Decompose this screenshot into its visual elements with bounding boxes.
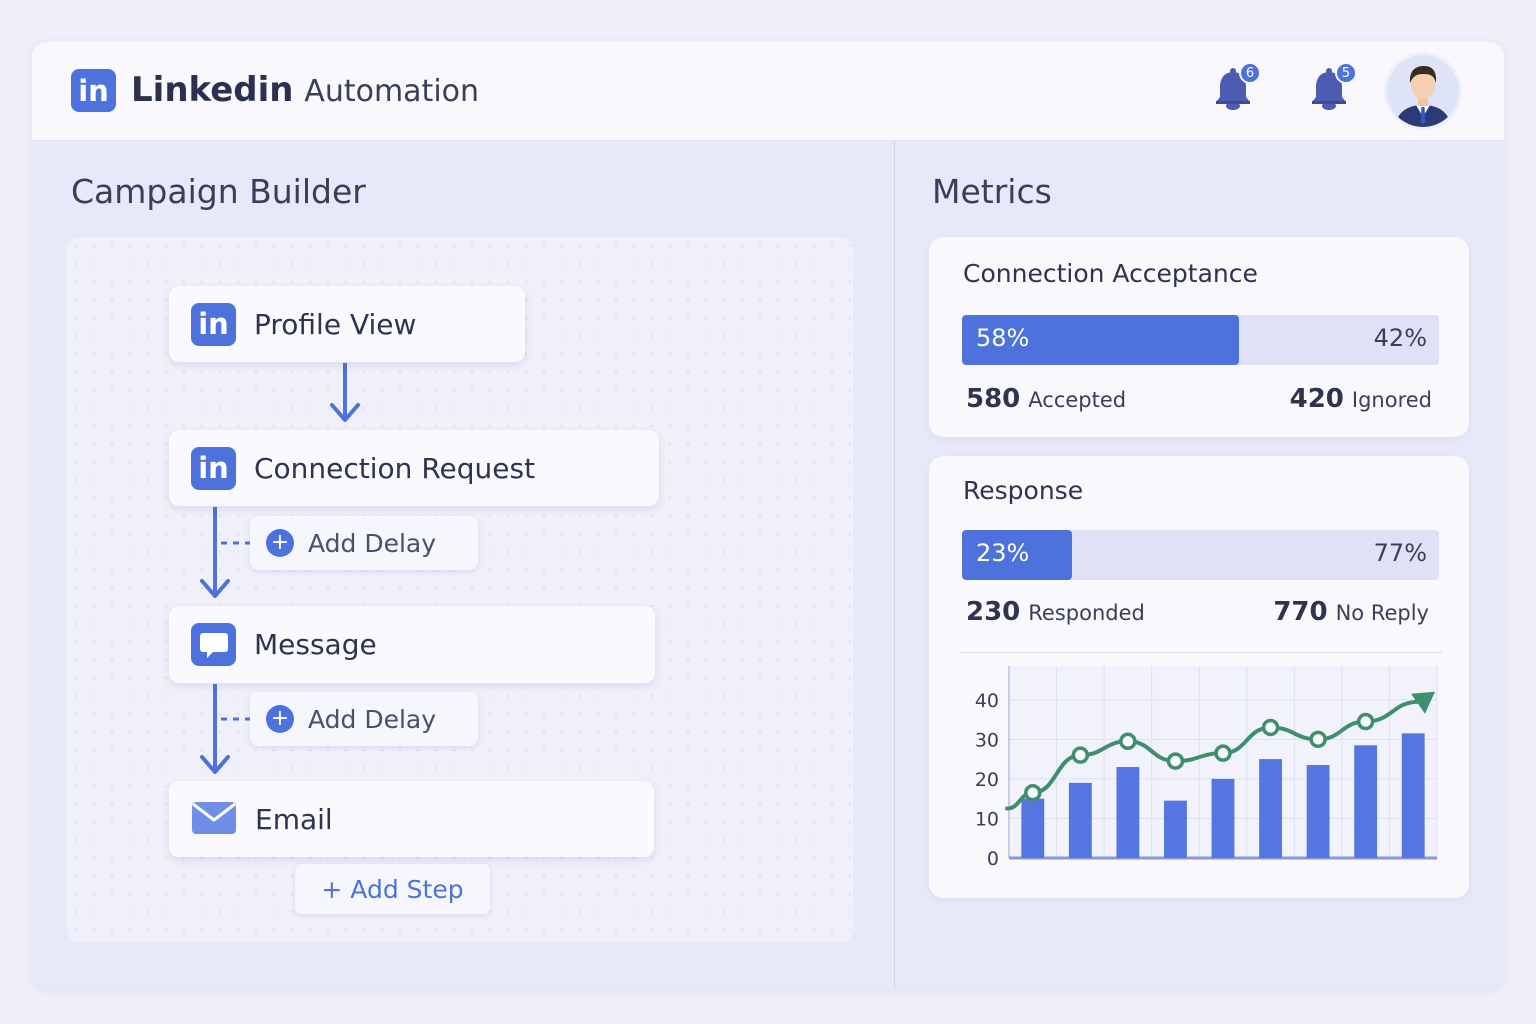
response-trend-chart: 40 30 20 10 0 [975,666,1438,870]
ignored-stat: 420 Ignored [1290,384,1432,414]
metrics-title: Metrics [932,172,1052,211]
linkedin-logo-icon: in [71,69,116,112]
app-title: Linkedin Automation [131,70,479,110]
noreply-count: 770 [1273,597,1328,627]
notification-count-badge: 6 [1239,62,1261,84]
noreply-label: No Reply [1335,601,1429,625]
alerts-count-badge: 5 [1335,62,1357,84]
trend-point [1261,718,1280,737]
user-avatar[interactable] [1384,52,1462,130]
chart-bar [1116,767,1140,858]
step-email[interactable]: Email [169,781,654,857]
accepted-count: 580 [966,384,1021,414]
add-delay-button[interactable]: + Add Delay [250,516,478,570]
trend-point [1214,744,1232,762]
add-delay-button[interactable]: + Add Delay [250,692,478,746]
responded-stat: 230 Responded [966,597,1145,627]
chart-bar [1021,798,1045,858]
chat-bubble-icon [199,632,228,658]
card-title: Connection Acceptance [963,259,1258,288]
accepted-stat: 580 Accepted [966,384,1126,414]
y-tick-label: 30 [975,729,999,751]
trend-point [1024,783,1042,802]
step-label: Connection Request [254,451,536,485]
step-label: Message [254,628,377,661]
connection-acceptance-card: Connection Acceptance 58% 42% 580 Accepte… [929,237,1469,437]
y-tick-label: 40 [975,690,999,712]
chart-bar [1259,759,1282,858]
responded-percent: 23% [976,539,1030,567]
message-icon [191,623,236,666]
brand-bold: Linkedin [131,70,294,110]
step-profile-view[interactable]: in Profile View [169,286,525,362]
y-tick-label: 20 [975,769,999,791]
step-label: Email [255,802,333,836]
chart-bars [1021,733,1425,858]
plus-circle-icon: + [266,705,294,733]
response-bar-fill [962,530,1072,580]
chart-bar [1354,745,1378,858]
noreply-percent: 77% [1373,539,1427,567]
trend-point [1071,746,1090,764]
notification-bell-icon[interactable]: 6 [1213,62,1261,116]
trend-line [1005,691,1435,811]
step-label: Profile View [254,307,417,341]
response-card: Response 23% 77% 230 Responded 770 No Repl… [929,456,1469,898]
ignored-percent: 42% [1373,324,1427,352]
accepted-label: Accepted [1028,388,1127,412]
user-avatar-icon [1387,55,1459,127]
top-header: in Linkedin Automation 6 5 [32,42,1504,141]
trend-line-path [1005,699,1421,811]
campaign-builder-title: Campaign Builder [71,172,366,211]
email-icon [191,801,237,837]
ignored-label: Ignored [1351,388,1432,412]
linkedin-icon: in [191,302,236,346]
chart-bar [1164,800,1187,858]
y-tick-label: 10 [975,808,999,830]
chart-divider [960,652,1442,653]
trend-point [1166,752,1185,770]
responded-label: Responded [1028,601,1145,625]
linkedin-icon: in [191,446,236,490]
card-title: Response [963,476,1084,505]
trend-point [1309,730,1327,749]
brand-light: Automation [304,74,480,109]
step-message[interactable]: Message [169,606,655,683]
chart-bar [1068,782,1092,858]
response-bar: 23% 77% [962,530,1439,580]
add-step-button[interactable]: + Add Step [295,864,490,914]
trend-arrow-icon [1411,691,1435,714]
y-tick-label: 0 [987,848,999,870]
plus-circle-icon: + [266,529,294,557]
noreply-stat: 770 No Reply [1273,597,1429,627]
y-axis-ticks: 40 30 20 10 0 [975,690,999,870]
chart-bar [1306,765,1330,858]
step-connection-request[interactable]: in Connection Request [169,430,659,506]
chart-bar [1401,733,1425,858]
accepted-percent: 58% [976,324,1030,352]
ignored-count: 420 [1289,384,1344,414]
acceptance-bar: 58% 42% [962,315,1439,365]
trend-point [1356,712,1375,731]
panel-divider [894,142,895,988]
chart-bar [1211,778,1235,858]
trend-point [1119,732,1137,751]
alerts-bell-icon[interactable]: 5 [1309,62,1357,116]
acceptance-bar-fill [962,315,1239,365]
envelope-icon [192,802,236,834]
add-delay-label: Add Delay [308,704,437,734]
add-delay-label: Add Delay [308,528,437,558]
responded-count: 230 [966,597,1021,627]
